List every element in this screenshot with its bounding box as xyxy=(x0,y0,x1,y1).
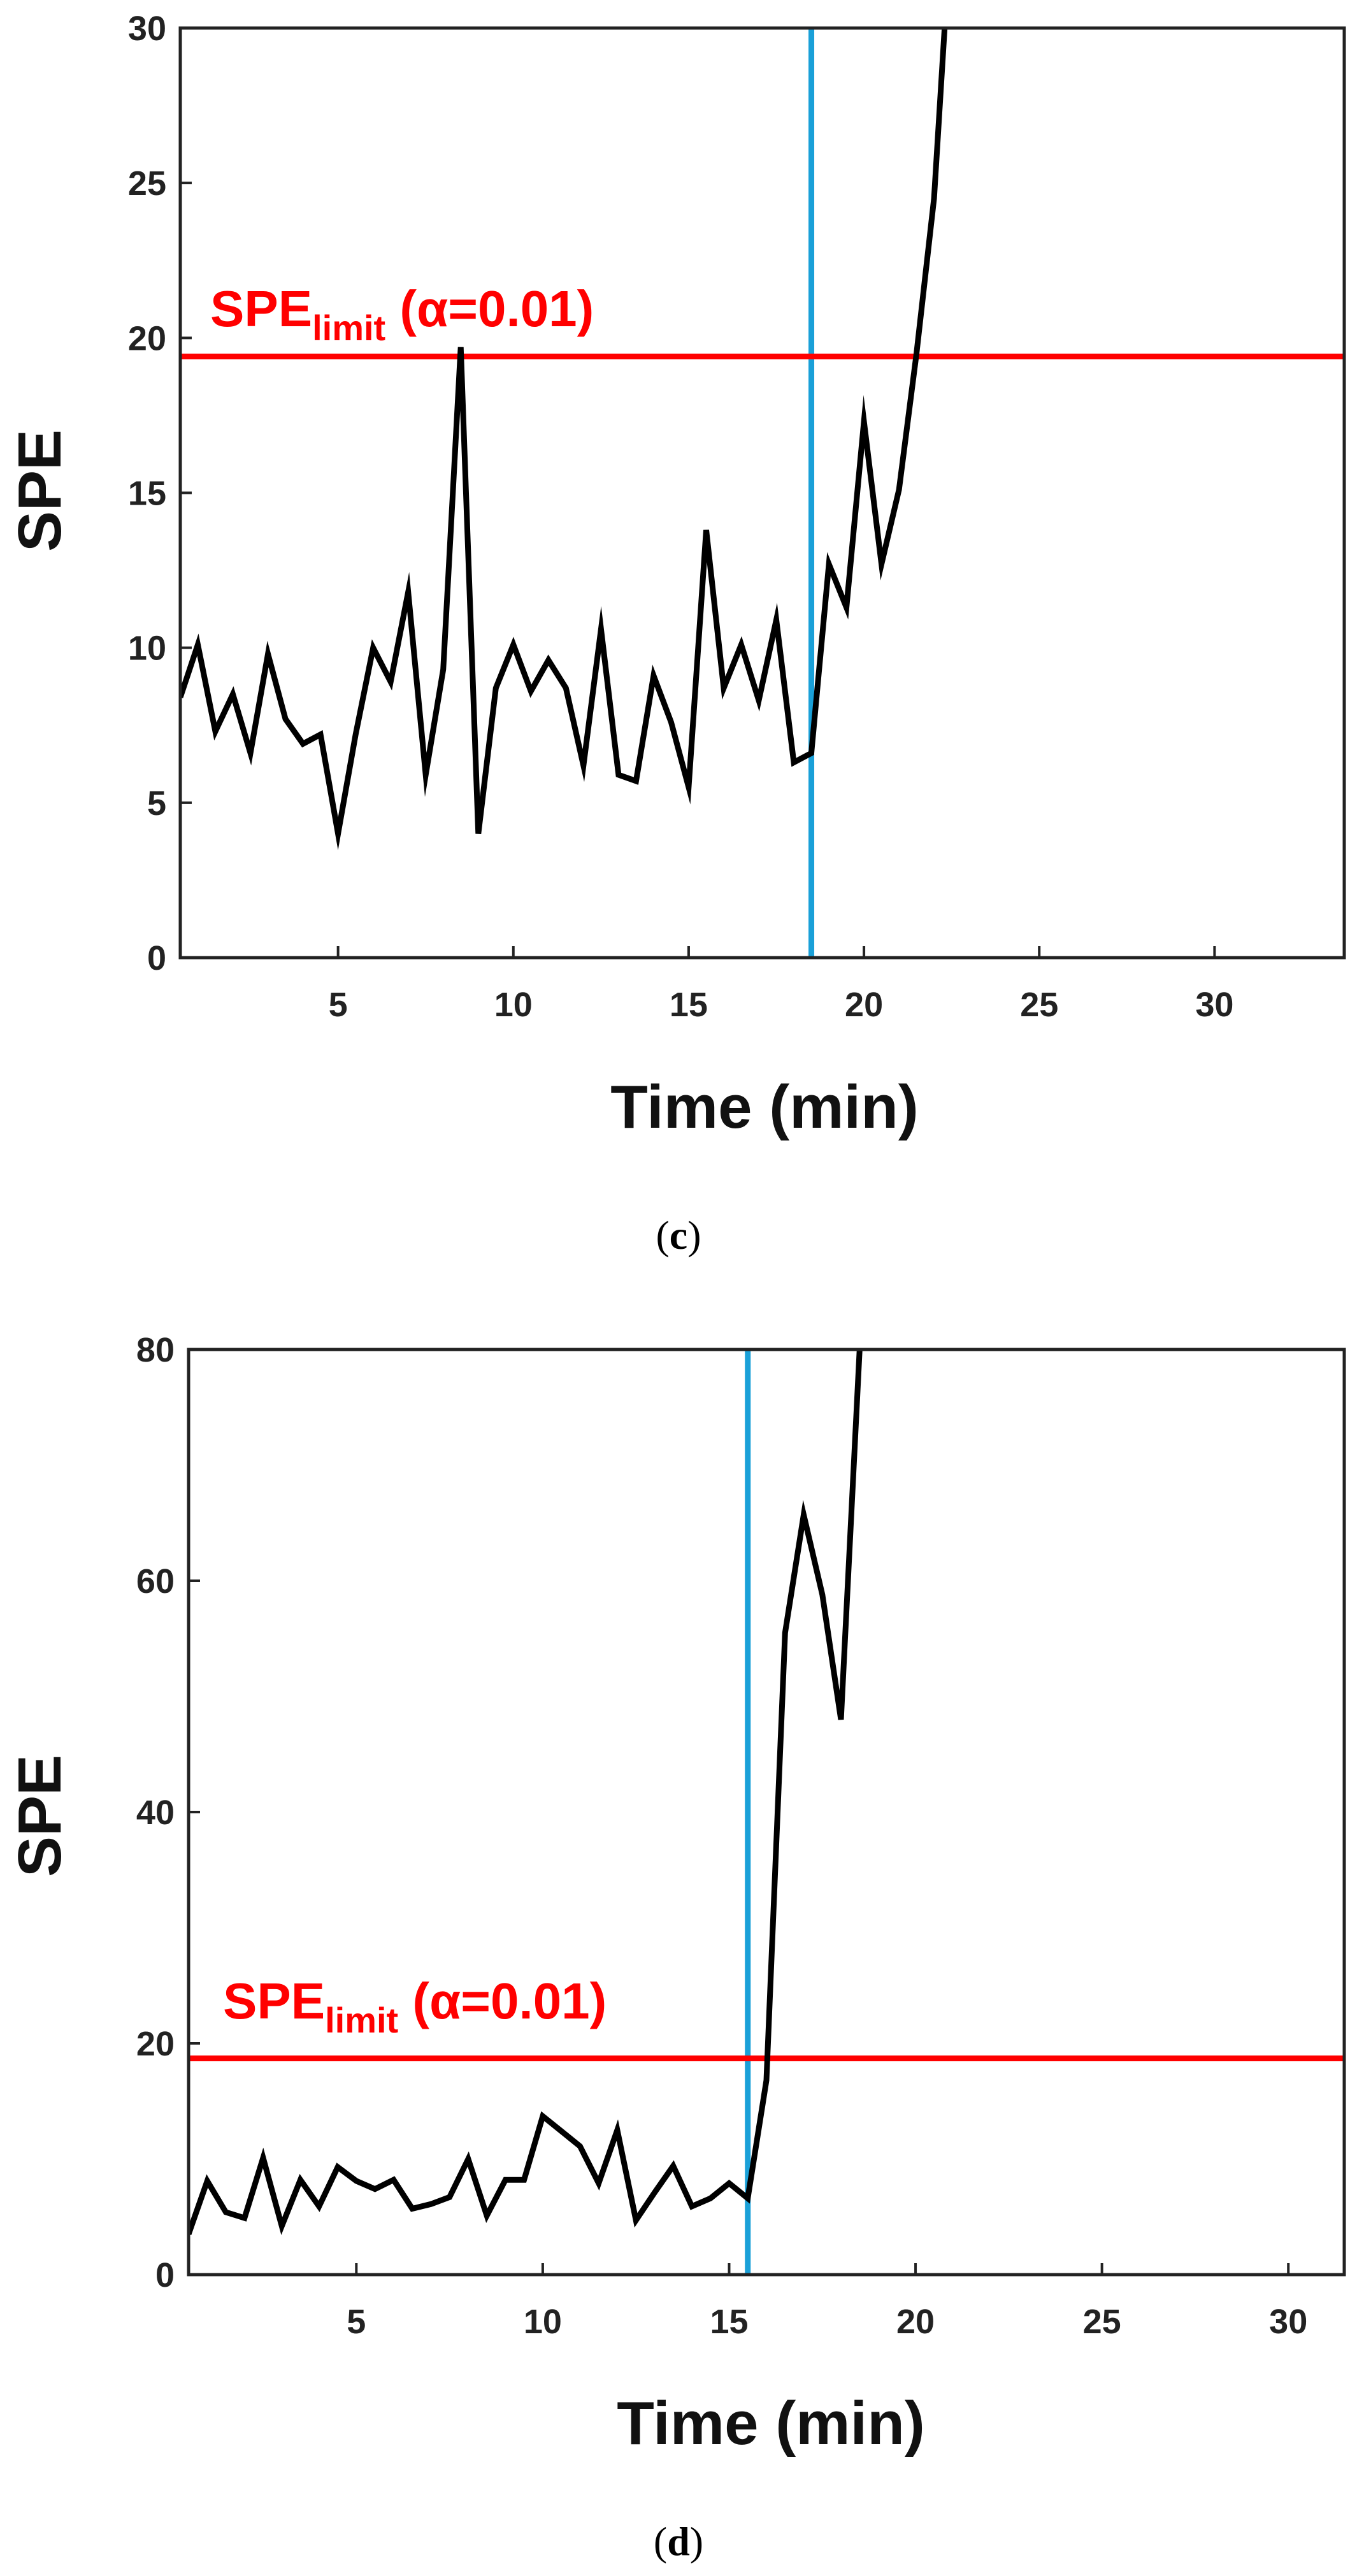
panel-caption-open: ( xyxy=(654,2519,667,2564)
x-tick-label: 25 xyxy=(1083,2303,1121,2341)
x-axis-label: Time (min) xyxy=(610,1073,919,1141)
spe-limit-label-suffix: (α=0.01) xyxy=(385,280,594,337)
y-tick-label: 20 xyxy=(136,2025,175,2063)
x-tick-label: 25 xyxy=(1020,986,1058,1024)
x-tick-label: 30 xyxy=(1195,986,1233,1024)
y-tick-label: 30 xyxy=(128,10,166,48)
y-tick-label: 15 xyxy=(128,475,166,513)
x-tick-label: 20 xyxy=(896,2303,935,2341)
y-tick-label: 10 xyxy=(128,630,166,668)
spe-series-line xyxy=(189,1349,863,2235)
spe-limit-label-suffix: (α=0.01) xyxy=(398,1973,607,2029)
panel-caption-letter: d xyxy=(667,2519,690,2564)
panel-caption: (c) xyxy=(656,1212,701,1258)
panel-caption-close: ) xyxy=(690,2519,703,2564)
y-axis-label: SPE xyxy=(6,1755,74,1877)
y-tick-label: 20 xyxy=(128,319,166,357)
spe-limit-label-sub: limit xyxy=(325,2000,398,2040)
spe-limit-label-sub: limit xyxy=(312,308,385,348)
spe-limit-label-main: SPE xyxy=(210,280,312,337)
x-tick-label: 20 xyxy=(845,986,883,1024)
x-tick-label: 15 xyxy=(710,2303,748,2341)
spe-limit-label: SPElimit (α=0.01) xyxy=(223,1973,607,2040)
panel-caption-close: ) xyxy=(687,1212,701,1258)
y-axis-label: SPE xyxy=(6,429,74,552)
spe-limit-label-main: SPE xyxy=(223,1973,325,2029)
x-tick-label: 10 xyxy=(494,986,533,1024)
y-tick-label: 25 xyxy=(128,164,166,203)
x-tick-label: 10 xyxy=(524,2303,562,2341)
x-tick-label: 15 xyxy=(670,986,708,1024)
x-tick-label: 30 xyxy=(1269,2303,1307,2341)
panel-caption-letter: c xyxy=(670,1212,687,1258)
spe-limit-label: SPElimit (α=0.01) xyxy=(210,280,594,348)
y-tick-label: 80 xyxy=(136,1331,175,1369)
x-axis-label: Time (min) xyxy=(617,2389,925,2457)
plot-frame xyxy=(187,1348,1346,2277)
y-tick-label: 40 xyxy=(136,1794,175,1832)
y-tick-label: 60 xyxy=(136,1562,175,1601)
panel-caption-open: ( xyxy=(656,1212,669,1258)
x-tick-label: 5 xyxy=(347,2303,366,2341)
plot-frame xyxy=(178,26,1346,960)
panel-caption: (d) xyxy=(654,2519,703,2564)
y-tick-label: 0 xyxy=(155,2256,175,2294)
y-tick-label: 0 xyxy=(147,939,166,977)
spe-series-line xyxy=(180,28,948,851)
y-tick-label: 5 xyxy=(147,784,166,823)
x-tick-label: 5 xyxy=(329,986,348,1024)
